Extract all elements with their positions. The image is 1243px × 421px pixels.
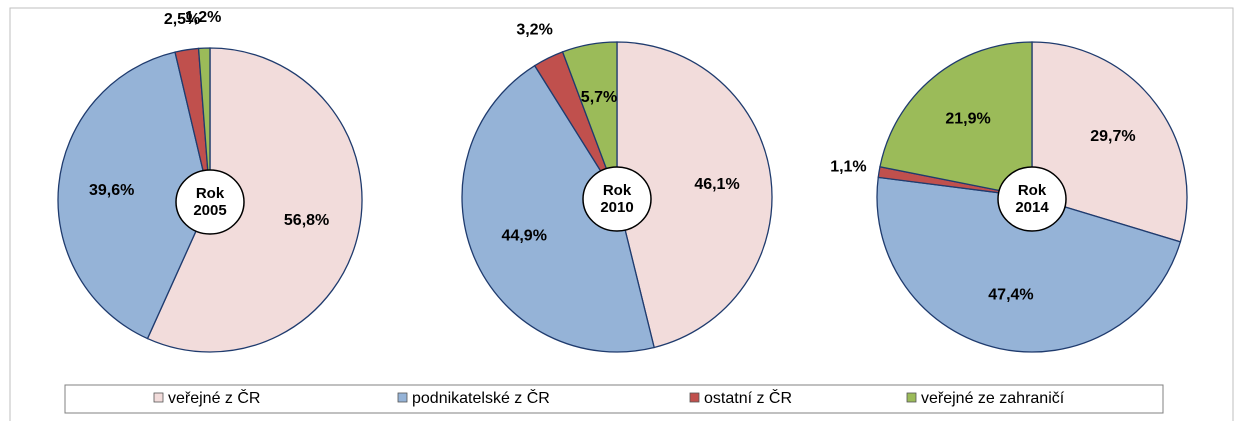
legend bbox=[64, 384, 1164, 414]
title-box: Rok 2005 bbox=[193, 185, 227, 219]
legend-swatch bbox=[153, 392, 164, 403]
data-label: 56,8% bbox=[284, 212, 329, 229]
data-label: 44,9% bbox=[502, 228, 547, 245]
legend-swatch bbox=[397, 392, 408, 403]
center-badge bbox=[175, 169, 245, 235]
data-label: 3,2% bbox=[516, 21, 552, 38]
center-badge bbox=[582, 166, 652, 232]
legend-swatch bbox=[906, 392, 917, 403]
pie-slice bbox=[561, 41, 618, 198]
pie-slice bbox=[461, 64, 655, 353]
data-label: 39,6% bbox=[89, 182, 134, 199]
pie-slice bbox=[616, 41, 773, 349]
title-box: Rok 2010 bbox=[600, 182, 634, 216]
pie-slice bbox=[57, 51, 211, 340]
center-badge bbox=[997, 166, 1067, 232]
data-label: 1,1% bbox=[830, 158, 866, 175]
legend-label: veřejné ze zahraničí bbox=[921, 390, 1065, 407]
chart-title: Rok 2014 bbox=[1015, 182, 1049, 216]
legend-label: ostatní z ČR bbox=[704, 388, 792, 407]
frame bbox=[9, 7, 1234, 421]
data-label: 5,7% bbox=[581, 89, 617, 106]
data-label: 1,2% bbox=[185, 9, 221, 26]
pie-slice bbox=[197, 47, 211, 201]
chart-title: Rok 2005 bbox=[193, 185, 227, 219]
data-label: 21,9% bbox=[945, 110, 990, 127]
title-box: Rok 2014 bbox=[1015, 182, 1049, 216]
legend-label: veřejné z ČR bbox=[168, 388, 260, 407]
legend-label: podnikatelské z ČR bbox=[412, 388, 550, 407]
pie-slice bbox=[876, 176, 1182, 353]
chart-title: Rok 2010 bbox=[600, 182, 634, 216]
pie-slice bbox=[1031, 41, 1188, 243]
legend-swatch bbox=[689, 392, 700, 403]
pie-slice bbox=[146, 47, 363, 353]
data-label: 29,7% bbox=[1090, 128, 1135, 145]
data-label: 2,5% bbox=[164, 11, 200, 28]
data-label: 46,1% bbox=[694, 176, 739, 193]
data-label: 47,4% bbox=[988, 287, 1033, 304]
pie-slice bbox=[879, 41, 1033, 198]
